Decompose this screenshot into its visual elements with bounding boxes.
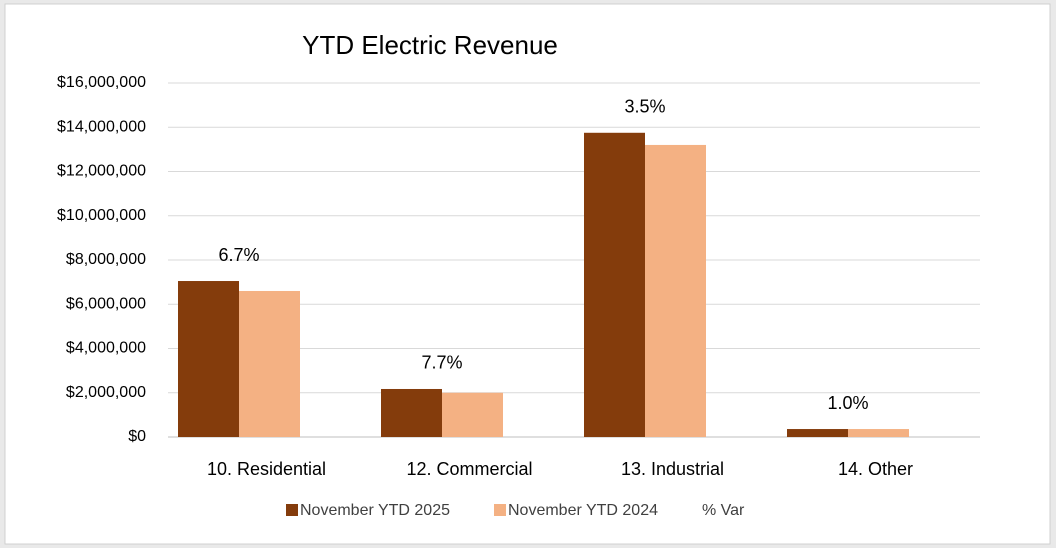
x-tick-label: 12. Commercial	[406, 459, 532, 479]
legend-label: November YTD 2025	[300, 502, 450, 519]
y-tick-label: $8,000,000	[66, 251, 146, 268]
data-label: 1.0%	[827, 393, 868, 413]
y-tick-label: $4,000,000	[66, 340, 146, 357]
y-tick-label: $0	[128, 428, 146, 445]
chart-title: YTD Electric Revenue	[302, 30, 558, 60]
y-tick-label: $2,000,000	[66, 384, 146, 401]
y-tick-label: $6,000,000	[66, 295, 146, 312]
y-tick-label: $10,000,000	[57, 207, 146, 224]
y-tick-label: $12,000,000	[57, 163, 146, 180]
legend-swatch	[286, 504, 298, 516]
bar	[848, 429, 909, 437]
bar	[584, 132, 645, 437]
legend-swatch	[494, 504, 506, 516]
x-tick-label: 10. Residential	[207, 459, 326, 479]
data-label: 7.7%	[421, 353, 462, 373]
bar	[645, 144, 706, 437]
legend-label: % Var	[702, 502, 745, 519]
data-label: 6.7%	[218, 245, 259, 265]
y-tick-label: $16,000,000	[57, 74, 146, 91]
data-label: 3.5%	[624, 97, 665, 117]
bar	[442, 392, 503, 437]
x-tick-label: 13. Industrial	[621, 459, 724, 479]
y-tick-label: $14,000,000	[57, 118, 146, 135]
bar	[787, 429, 848, 437]
legend-label: November YTD 2024	[508, 502, 658, 519]
x-tick-label: 14. Other	[838, 459, 913, 479]
chart-frame	[4, 3, 1051, 545]
bar	[178, 281, 239, 437]
bar	[381, 388, 442, 437]
bar	[239, 290, 300, 437]
